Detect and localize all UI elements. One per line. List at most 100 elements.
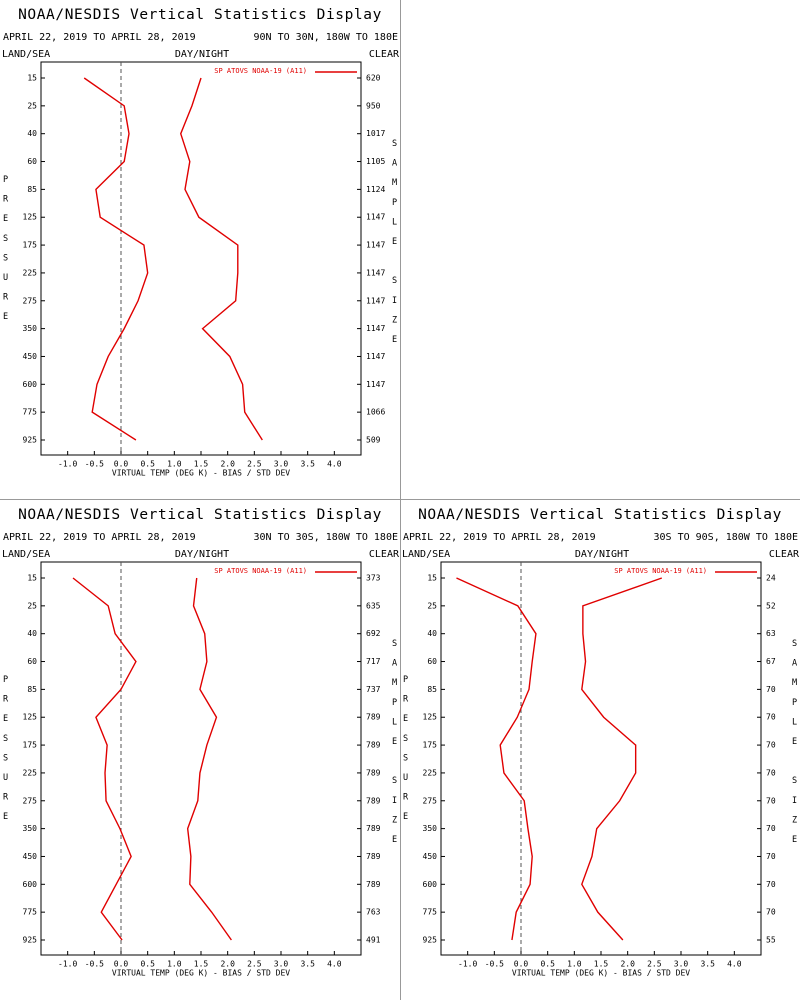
day-night-label: DAY/NIGHT xyxy=(575,549,629,560)
y-tick-label: 85 xyxy=(27,185,37,194)
stats-panel: NOAA/NESDIS Vertical Statistics Display A… xyxy=(1,7,400,478)
y-tick-label: 25 xyxy=(27,101,37,110)
y-tick-label: 275 xyxy=(23,796,38,805)
x-tick-label: -0.5 xyxy=(485,960,504,969)
x-tick-label: 0.0 xyxy=(114,460,129,469)
sample-size: 1147 xyxy=(366,324,385,333)
y-tick-label: 600 xyxy=(23,380,38,389)
x-tick-label: 2.0 xyxy=(220,960,235,969)
sample-size: 620 xyxy=(366,74,381,83)
y-tick-label: 40 xyxy=(427,629,437,638)
land-sea-label: LAND/SEA xyxy=(402,549,450,560)
y-tick-label: 925 xyxy=(23,436,38,445)
y-tick-label: 125 xyxy=(23,213,38,222)
x-axis-label: VIRTUAL TEMP (DEG K) - BIAS / STD DEV xyxy=(112,469,290,478)
date-range: APRIL 22, 2019 TO APRIL 28, 2019 xyxy=(403,532,596,543)
y-tick-label: 15 xyxy=(27,574,37,583)
x-tick-label: -0.5 xyxy=(85,460,104,469)
sample-size: 1147 xyxy=(366,296,385,305)
sample-size: 1017 xyxy=(366,129,385,138)
y-tick-label: 225 xyxy=(23,768,38,777)
date-range: APRIL 22, 2019 TO APRIL 28, 2019 xyxy=(3,532,196,543)
sky-label: CLEAR xyxy=(369,49,400,60)
region: 30N TO 30S, 180W TO 180E xyxy=(254,532,399,543)
x-tick-label: -1.0 xyxy=(58,960,77,969)
y-tick-label: 60 xyxy=(27,657,37,666)
y-tick-label: 275 xyxy=(423,796,438,805)
sample-size: 70 xyxy=(766,880,776,889)
x-tick-label: -0.5 xyxy=(85,960,104,969)
sky-label: CLEAR xyxy=(769,549,800,560)
y-tick-label: 85 xyxy=(27,685,37,694)
sample-size: 70 xyxy=(766,741,776,750)
x-tick-label: 4.0 xyxy=(327,960,342,969)
y2-axis-label: SAMPLE SIZE xyxy=(390,639,400,855)
sample-size: 70 xyxy=(766,852,776,861)
sample-size: 789 xyxy=(366,796,381,805)
sample-size: 70 xyxy=(766,796,776,805)
x-tick-label: 0.0 xyxy=(114,960,129,969)
stats-panel: NOAA/NESDIS Vertical Statistics Display A… xyxy=(401,507,800,978)
sample-size: 1147 xyxy=(366,380,385,389)
sample-size: 1147 xyxy=(366,352,385,361)
x-tick-label: 1.0 xyxy=(167,960,182,969)
y-tick-label: 925 xyxy=(23,936,38,945)
x-tick-label: 0.5 xyxy=(540,960,555,969)
date-range: APRIL 22, 2019 TO APRIL 28, 2019 xyxy=(3,32,196,43)
x-tick-label: 3.0 xyxy=(274,460,289,469)
chart-title: NOAA/NESDIS Vertical Statistics Display xyxy=(18,7,382,23)
profile-line xyxy=(83,77,149,441)
sample-size: 717 xyxy=(366,657,381,666)
x-tick-label: 3.0 xyxy=(274,960,289,969)
sample-size: 1147 xyxy=(366,268,385,277)
x-tick-label: 3.5 xyxy=(700,960,715,969)
y-tick-label: 125 xyxy=(23,713,38,722)
y-tick-label: 350 xyxy=(23,324,38,333)
y-tick-label: 450 xyxy=(23,352,38,361)
x-tick-label: 3.5 xyxy=(300,460,315,469)
sample-size: 789 xyxy=(366,880,381,889)
chart-title: NOAA/NESDIS Vertical Statistics Display xyxy=(18,507,382,523)
chart-title: NOAA/NESDIS Vertical Statistics Display xyxy=(418,507,782,523)
y-tick-label: 25 xyxy=(427,601,437,610)
sample-size: 509 xyxy=(366,436,381,445)
x-tick-label: 0.0 xyxy=(514,960,529,969)
x-tick-label: 3.0 xyxy=(674,960,689,969)
y-tick-label: 775 xyxy=(23,908,38,917)
x-tick-label: 1.0 xyxy=(567,960,582,969)
legend-label: SP ATOVS NOAA-19 (A11) xyxy=(214,67,307,75)
x-axis-label: VIRTUAL TEMP (DEG K) - BIAS / STD DEV xyxy=(512,969,690,978)
x-tick-label: -1.0 xyxy=(458,960,477,969)
sample-size: 789 xyxy=(366,824,381,833)
y-tick-label: 175 xyxy=(423,741,438,750)
plot-frame xyxy=(440,561,762,956)
profile-line xyxy=(456,577,537,941)
day-night-label: DAY/NIGHT xyxy=(175,549,229,560)
sample-size: 763 xyxy=(366,908,381,917)
x-tick-label: 1.0 xyxy=(167,460,182,469)
y-tick-label: 175 xyxy=(23,241,38,250)
x-tick-label: 2.5 xyxy=(647,960,662,969)
y-tick-label: 60 xyxy=(427,657,437,666)
land-sea-label: LAND/SEA xyxy=(2,49,50,60)
stats-panel: NOAA/NESDIS Vertical Statistics Display A… xyxy=(1,507,400,978)
y-tick-label: 450 xyxy=(23,852,38,861)
x-tick-label: 3.5 xyxy=(300,960,315,969)
y-tick-label: 25 xyxy=(27,601,37,610)
y-axis-label: PRESSURE xyxy=(1,175,11,332)
profile-line xyxy=(186,577,232,941)
x-tick-label: 1.5 xyxy=(194,960,209,969)
y-tick-label: 600 xyxy=(423,880,438,889)
y-tick-label: 450 xyxy=(423,852,438,861)
sample-size: 55 xyxy=(766,936,776,945)
legend-label: SP ATOVS NOAA-19 (A11) xyxy=(214,567,307,575)
sample-size: 70 xyxy=(766,824,776,833)
sample-size: 1105 xyxy=(366,157,385,166)
sample-size: 737 xyxy=(366,685,381,694)
sample-size: 789 xyxy=(366,852,381,861)
day-night-label: DAY/NIGHT xyxy=(175,49,229,60)
sample-size: 1147 xyxy=(366,213,385,222)
y2-axis-label: SAMPLE SIZE xyxy=(390,139,400,355)
sample-size: 24 xyxy=(766,574,776,583)
